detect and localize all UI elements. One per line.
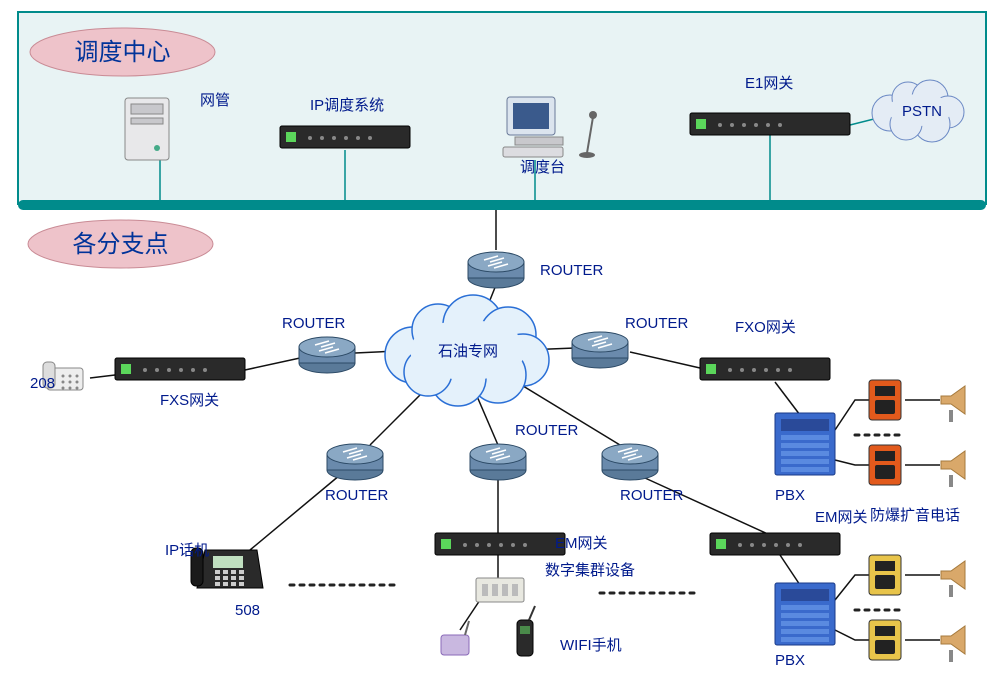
section-title: 调度中心: [75, 39, 171, 66]
pbx-icon: [775, 413, 835, 475]
server-icon: [125, 98, 169, 160]
explosion-phone-icon: [869, 555, 901, 595]
edge: [835, 630, 870, 640]
node-label: 网管: [200, 92, 230, 109]
node-label: PSTN: [902, 103, 942, 120]
edge: [835, 460, 870, 465]
network-diagram: 调度中心各分支点石油专网 网管 IP调度系统调度台 E1网关 PSTN ROUTER ROU…: [0, 0, 1000, 674]
node-label: ROUTER: [325, 487, 389, 504]
rack-gateway-icon: [435, 533, 565, 555]
node-label: 508: [235, 602, 260, 619]
edge: [835, 400, 870, 430]
node-label: ROUTER: [282, 315, 346, 332]
node-label: IP调度系统: [310, 97, 384, 114]
explosion-phone-icon: [869, 620, 901, 660]
backbone-bus: [18, 200, 986, 210]
node-label: FXS网关: [160, 392, 219, 409]
node-label: EM网关: [555, 535, 608, 552]
node-label: IP话机: [165, 542, 209, 559]
rack-gateway-icon: [280, 126, 410, 148]
edge: [90, 375, 115, 378]
node-label: PBX: [775, 652, 805, 669]
small-box-icon: [476, 578, 524, 602]
router-icon: [299, 337, 355, 373]
rack-gateway-icon: [115, 358, 245, 380]
node-label: WIFI手机: [560, 637, 622, 654]
node-label: ROUTER: [515, 422, 579, 439]
router-icon: [602, 444, 658, 480]
node-label: EM网关: [815, 509, 868, 526]
rack-gateway-icon: [690, 113, 850, 135]
node-label: E1网关: [745, 75, 793, 92]
node-label: 208: [30, 375, 55, 392]
central-cloud-label: 石油专网: [438, 343, 498, 360]
handset-icon: [517, 606, 535, 656]
node-label: ROUTER: [540, 262, 604, 279]
edge: [835, 575, 870, 600]
edge: [245, 358, 300, 370]
node-label: 调度台: [520, 159, 565, 176]
node-label: PBX: [775, 487, 805, 504]
router-icon: [327, 444, 383, 480]
explosion-phone-icon: [869, 445, 901, 485]
edge: [630, 352, 700, 368]
node-label: ROUTER: [620, 487, 684, 504]
router-icon: [470, 444, 526, 480]
pbx-icon: [775, 583, 835, 645]
node-label: FXO网关: [735, 319, 796, 336]
explosion-phone-icon: [869, 380, 901, 420]
speaker-icon: [941, 561, 965, 597]
edge: [780, 555, 800, 585]
rack-gateway-icon: [700, 358, 830, 380]
router-icon: [572, 332, 628, 368]
section-title: 各分支点: [73, 231, 169, 258]
node-label: 数字集群设备: [545, 562, 635, 579]
speaker-icon: [941, 451, 965, 487]
node-label: ROUTER: [625, 315, 689, 332]
edge: [460, 600, 480, 630]
router-icon: [468, 252, 524, 288]
node-label: 防爆扩音电话: [870, 507, 960, 524]
speaker-icon: [941, 386, 965, 422]
wifi-ap-icon: [441, 621, 469, 655]
speaker-icon: [941, 626, 965, 662]
rack-gateway-icon: [710, 533, 840, 555]
edge: [775, 382, 800, 415]
